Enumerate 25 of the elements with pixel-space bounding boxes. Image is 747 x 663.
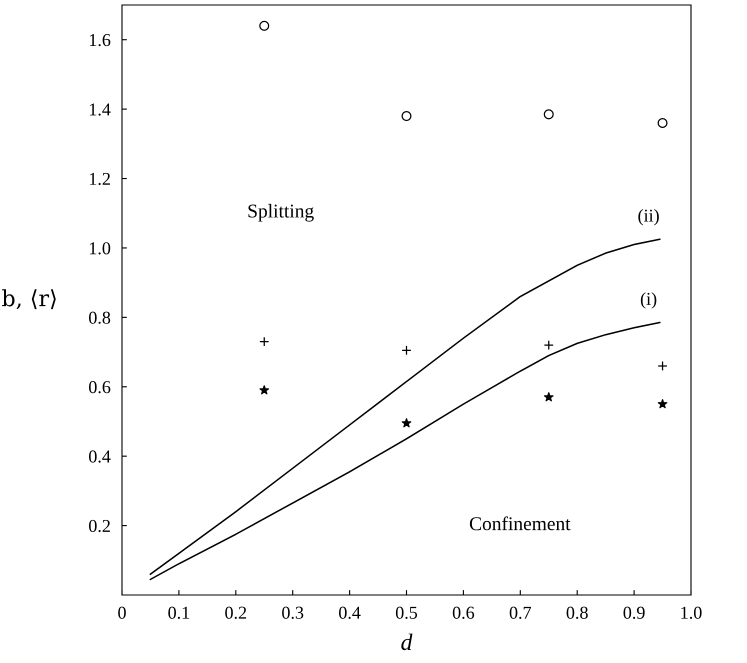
annotation: Confinement <box>470 516 570 530</box>
y-tick-label: 1.0 <box>90 242 110 254</box>
series-label: (i) <box>640 292 656 309</box>
x-tick-label: 0 <box>118 606 126 619</box>
x-tick-label: 0.9 <box>624 606 645 619</box>
x-tick-label: 0.6 <box>452 606 474 619</box>
y-axis-title: b, ⟨r⟩ <box>2 289 56 310</box>
y-tick-label: 0.2 <box>89 520 110 532</box>
x-tick-label: 0.5 <box>396 606 418 619</box>
x-tick-label: 0.8 <box>566 606 588 619</box>
x-tick-label: 0.2 <box>225 606 246 619</box>
annotation: Splitting <box>248 204 314 222</box>
x-tick-label: 0.1 <box>168 606 190 619</box>
y-tick-label: 1.6 <box>90 34 110 46</box>
series-label: (ii) <box>638 209 659 226</box>
x-axis-title: d <box>401 634 412 650</box>
y-tick-label: 0.6 <box>89 381 110 394</box>
y-tick-label: 0.8 <box>89 312 110 324</box>
y-tick-label: 0.4 <box>89 450 111 463</box>
y-tick-label: 1.4 <box>90 103 111 116</box>
x-tick-label: 1.0 <box>681 606 702 619</box>
x-tick-label: 0.7 <box>510 606 532 619</box>
x-tick-label: 0.3 <box>282 606 304 619</box>
y-tick-label: 1.2 <box>90 172 110 186</box>
x-tick-label: 0.4 <box>339 606 361 619</box>
